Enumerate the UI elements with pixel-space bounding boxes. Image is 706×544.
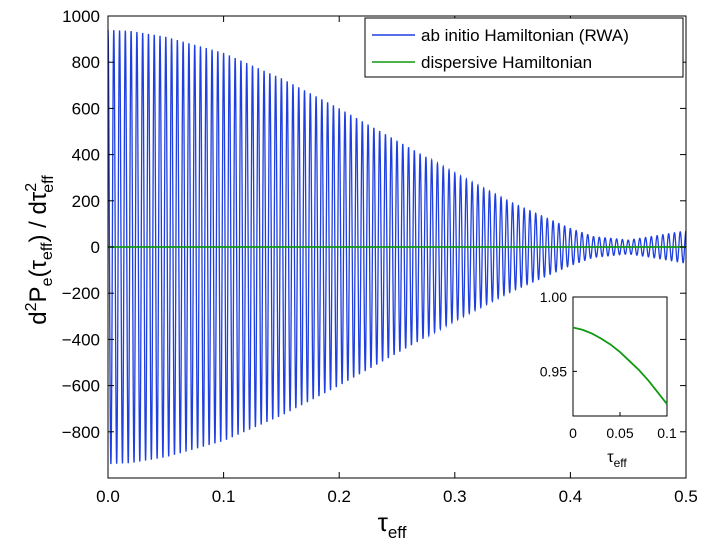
ylabel-sup-2: 2 bbox=[23, 302, 40, 311]
legend-box bbox=[364, 17, 684, 78]
ylabel-p: P bbox=[25, 286, 52, 302]
main-x-axis-label-base: τ bbox=[378, 507, 389, 537]
y-tick-label: −200 bbox=[62, 284, 100, 303]
y-tick-label: −400 bbox=[62, 330, 100, 349]
ylabel-d: d bbox=[25, 311, 52, 324]
inset-x-axis-label-sub: eff bbox=[614, 456, 628, 470]
ylabel-slash-dtau: ) / dτ bbox=[25, 191, 52, 242]
inset-x-axis-label-base: τ bbox=[607, 449, 614, 466]
main-x-axis-label-sub: eff bbox=[388, 523, 407, 542]
y-tick-label: 800 bbox=[72, 53, 100, 72]
x-tick-label: 0.1 bbox=[212, 487, 236, 506]
ylabel-sub-eff: eff bbox=[39, 242, 56, 260]
inset-chart: 0 0.05 0.1 0.95 1.00 τeff bbox=[540, 289, 677, 470]
inset-series-line bbox=[572, 326, 668, 405]
x-tick-label: 0.4 bbox=[559, 487, 583, 506]
y-tick-label: 0 bbox=[91, 238, 100, 257]
legend: ab initio Hamiltonian (RWA) dispersive H… bbox=[364, 17, 684, 78]
x-tick-label: 0.0 bbox=[96, 487, 120, 506]
inset-x-tick-label: 0.1 bbox=[657, 425, 677, 441]
main-series-ab-initio-group bbox=[107, 29, 687, 465]
x-tick-label: 0.5 bbox=[674, 487, 698, 506]
inset-x-axis-label: τeff bbox=[607, 449, 627, 470]
inset-y-tick-label: 1.00 bbox=[540, 289, 567, 305]
y-tick-label: 200 bbox=[72, 192, 100, 211]
inset-y-axis: 0.95 1.00 bbox=[540, 289, 577, 379]
inset-x-tick-label: 0.05 bbox=[606, 425, 633, 441]
series-line-ab-initio bbox=[107, 29, 687, 465]
ylabel-tau: (τ bbox=[25, 260, 52, 278]
ylabel-sup-2b: 2 bbox=[23, 183, 40, 192]
legend-label-ab-initio: ab initio Hamiltonian (RWA) bbox=[421, 26, 629, 45]
y-tick-label: −600 bbox=[62, 377, 100, 396]
legend-label-dispersive: dispersive Hamiltonian bbox=[421, 53, 592, 72]
y-tick-label: −800 bbox=[62, 423, 100, 442]
main-y-axis-label: d2Pe(τeff) / dτ2eff bbox=[23, 175, 57, 325]
inset-x-axis: 0 0.05 0.1 bbox=[569, 412, 677, 441]
inset-plot-area bbox=[572, 296, 668, 417]
y-tick-label: 600 bbox=[72, 99, 100, 118]
main-y-axis: −800 −600 −400 −200 0 200 400 600 800 1000 bbox=[62, 7, 686, 442]
ylabel-sub-eff-b: eff bbox=[40, 175, 57, 193]
main-x-axis-label: τeff bbox=[378, 507, 407, 542]
ylabel-sub-e: e bbox=[39, 277, 56, 286]
x-tick-label: 0.3 bbox=[443, 487, 467, 506]
inset-y-tick-label: 0.95 bbox=[540, 363, 567, 379]
inset-series-group bbox=[572, 326, 668, 405]
y-tick-label: 1000 bbox=[62, 7, 100, 26]
y-tick-label: 400 bbox=[72, 146, 100, 165]
x-tick-label: 0.2 bbox=[327, 487, 351, 506]
inset-x-tick-label: 0 bbox=[569, 425, 577, 441]
